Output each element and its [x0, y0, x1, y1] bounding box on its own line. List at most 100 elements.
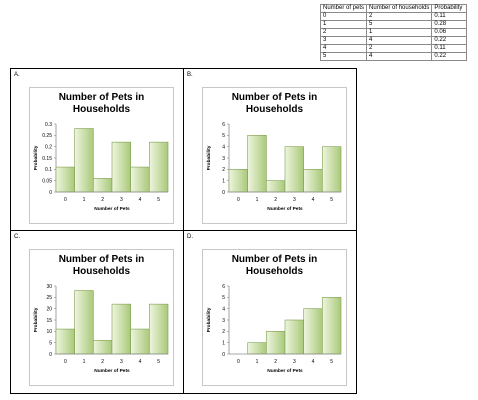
- x-tick-label: 5: [330, 197, 333, 203]
- y-tick-label: 0.1: [45, 167, 52, 173]
- bar: [111, 303, 131, 355]
- chart-panel: Number of Pets in Households 0 1 2 3 4 5 6 0 1 2 3…: [202, 249, 347, 386]
- bar: [247, 135, 267, 193]
- x-tick-label: 4: [312, 197, 315, 203]
- option-a[interactable]: A. Number of Pets in Households 0 0.05 0.1…: [11, 69, 184, 231]
- bar: [74, 128, 94, 193]
- x-tick-label: 3: [293, 197, 296, 203]
- bar: [247, 342, 267, 355]
- x-tick-label: 4: [139, 359, 142, 365]
- table-cell: 5: [319, 52, 368, 61]
- y-tick-label: 0: [222, 352, 225, 358]
- chart-panel: Number of Pets in Households 0 0.05 0.1 0.1…: [29, 87, 174, 224]
- x-tick-label: 0: [237, 359, 240, 365]
- bar: [284, 146, 304, 193]
- table-cell: 0.22: [431, 52, 468, 61]
- y-axis-label: Probability: [206, 145, 212, 170]
- option-label: B.: [187, 72, 193, 78]
- answer-options-grid: A. Number of Pets in Households 0 0.05 0.1…: [10, 68, 357, 394]
- x-axis-label: Number of Pets: [267, 206, 303, 212]
- table-cell: 2: [366, 12, 433, 21]
- table-row: 1 5 0.28: [319, 20, 468, 29]
- bar: [303, 308, 323, 355]
- x-tick-label: 2: [101, 359, 104, 365]
- chart-title: Number of Pets in Households: [30, 254, 173, 278]
- chart-title-line: Households: [245, 104, 304, 115]
- table-row: 2 1 0.06: [319, 28, 468, 37]
- y-tick-label: 0.15: [42, 156, 52, 162]
- y-axis-label: Probability: [33, 145, 39, 170]
- table-header: Number of pets: [319, 4, 368, 13]
- y-tick-label: 2: [222, 329, 225, 335]
- table-cell: 2: [319, 28, 368, 37]
- bar: [228, 169, 248, 193]
- table-row: 4 2 0.11: [319, 44, 468, 53]
- x-tick-label: 1: [83, 359, 86, 365]
- y-tick-label: 0.25: [42, 133, 52, 139]
- chart-panel: Number of Pets in Households 0 5 10 15 20 25 3…: [29, 249, 174, 386]
- bar: [266, 331, 286, 355]
- bar-chart: 0 0.05 0.1 0.15 0.2 0.25 0.3 0 1 2 3 4 5 Number of Pe…: [33, 122, 169, 212]
- bar: [149, 303, 169, 355]
- bar: [322, 146, 342, 193]
- y-tick-label: 25: [46, 295, 52, 301]
- x-tick-label: 1: [256, 359, 259, 365]
- chart-title-line: Households: [245, 266, 304, 277]
- x-tick-label: 2: [101, 197, 104, 203]
- table-cell: 0.28: [431, 20, 468, 29]
- x-tick-label: 0: [64, 197, 67, 203]
- table-cell: 1: [366, 28, 433, 37]
- option-c[interactable]: C. Number of Pets in Households 0 5 10 15 20…: [11, 231, 184, 393]
- chart-title: Number of Pets in Households: [203, 254, 346, 278]
- table-cell: 0.11: [431, 12, 468, 21]
- table-cell: 0.06: [431, 28, 468, 37]
- table-header: Number of households: [366, 4, 433, 13]
- bar: [284, 319, 304, 355]
- y-tick-label: 0: [49, 352, 52, 358]
- bar-chart: 0 1 2 3 4 5 6 0 1 2 3 4 5 Number of Pets Probability: [206, 122, 342, 212]
- y-tick-label: 15: [46, 318, 52, 324]
- x-tick-label: 0: [237, 197, 240, 203]
- y-tick-label: 20: [46, 306, 52, 312]
- bar: [322, 297, 342, 355]
- table-cell: 2: [366, 44, 433, 53]
- y-tick-label: 4: [222, 306, 225, 312]
- y-axis-label: Probability: [33, 307, 39, 332]
- y-tick-label: 5: [222, 295, 225, 301]
- bar: [149, 141, 169, 193]
- x-tick-label: 5: [157, 197, 160, 203]
- y-tick-label: 5: [49, 340, 52, 346]
- bar: [93, 178, 113, 193]
- x-axis-label: Number of Pets: [267, 368, 303, 374]
- bar: [130, 166, 150, 193]
- table-cell: 0.11: [431, 44, 468, 53]
- table-cell: 4: [366, 36, 433, 45]
- bar: [55, 328, 75, 355]
- bar: [111, 141, 131, 193]
- y-tick-label: 30: [46, 284, 52, 290]
- option-label: D.: [187, 234, 193, 240]
- y-axis-label: Probability: [206, 307, 212, 332]
- frequency-table: Number of pets Number of households Prob…: [319, 4, 468, 61]
- x-axis-label: Number of Pets: [94, 368, 130, 374]
- x-tick-label: 4: [139, 197, 142, 203]
- table-header: Probability: [431, 4, 468, 13]
- table-cell: 0.22: [431, 36, 468, 45]
- y-tick-label: 0.2: [45, 144, 52, 150]
- y-tick-label: 2: [222, 167, 225, 173]
- x-tick-label: 3: [120, 197, 123, 203]
- y-tick-label: 3: [222, 318, 225, 324]
- bar: [55, 166, 75, 193]
- table-cell: 4: [319, 44, 368, 53]
- bar: [93, 340, 113, 355]
- chart-title-line: Households: [72, 266, 131, 277]
- bar-chart: 0 5 10 15 20 25 30 0 1 2 3 4 5 Number of Pets Probabil…: [33, 284, 169, 374]
- x-tick-label: 2: [274, 359, 277, 365]
- y-tick-label: 1: [222, 340, 225, 346]
- x-tick-label: 5: [330, 359, 333, 365]
- y-tick-label: 4: [222, 144, 225, 150]
- y-tick-label: 10: [46, 329, 52, 335]
- chart-panel: Number of Pets in Households 0 1 2 3 4 5 6 0 1 2 3…: [202, 87, 347, 224]
